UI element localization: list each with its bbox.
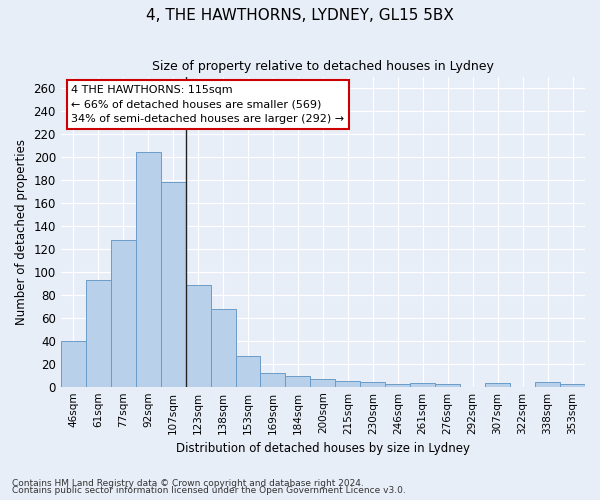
Bar bbox=[211, 308, 236, 386]
Bar bbox=[136, 152, 161, 386]
Title: Size of property relative to detached houses in Lydney: Size of property relative to detached ho… bbox=[152, 60, 494, 73]
Bar bbox=[111, 240, 136, 386]
Bar bbox=[185, 284, 211, 386]
Text: 4 THE HAWTHORNS: 115sqm
← 66% of detached houses are smaller (569)
34% of semi-d: 4 THE HAWTHORNS: 115sqm ← 66% of detache… bbox=[71, 84, 344, 124]
Y-axis label: Number of detached properties: Number of detached properties bbox=[15, 139, 28, 325]
Bar bbox=[260, 373, 286, 386]
Text: Contains HM Land Registry data © Crown copyright and database right 2024.: Contains HM Land Registry data © Crown c… bbox=[12, 478, 364, 488]
Bar bbox=[286, 376, 310, 386]
Bar bbox=[435, 384, 460, 386]
Bar bbox=[236, 356, 260, 386]
Text: 4, THE HAWTHORNS, LYDNEY, GL15 5BX: 4, THE HAWTHORNS, LYDNEY, GL15 5BX bbox=[146, 8, 454, 22]
Bar bbox=[410, 383, 435, 386]
X-axis label: Distribution of detached houses by size in Lydney: Distribution of detached houses by size … bbox=[176, 442, 470, 455]
Bar bbox=[385, 384, 410, 386]
Bar bbox=[310, 378, 335, 386]
Bar bbox=[161, 182, 185, 386]
Bar bbox=[485, 383, 510, 386]
Bar bbox=[535, 382, 560, 386]
Bar bbox=[61, 341, 86, 386]
Bar bbox=[86, 280, 111, 386]
Bar bbox=[361, 382, 385, 386]
Text: Contains public sector information licensed under the Open Government Licence v3: Contains public sector information licen… bbox=[12, 486, 406, 495]
Bar bbox=[560, 384, 585, 386]
Bar bbox=[335, 381, 361, 386]
